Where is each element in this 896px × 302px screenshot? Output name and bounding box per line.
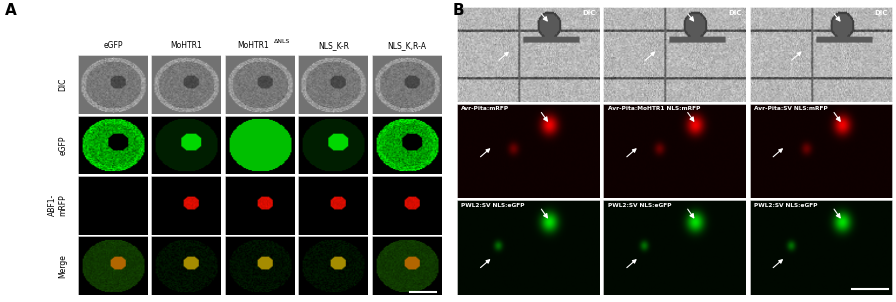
Text: ABF1-
mRFP: ABF1- mRFP xyxy=(47,194,67,217)
Text: eGFP: eGFP xyxy=(103,41,123,50)
Text: NLS_K-R: NLS_K-R xyxy=(318,41,349,50)
Text: PWL2:SV NLS:eGFP: PWL2:SV NLS:eGFP xyxy=(607,203,671,208)
Text: A: A xyxy=(4,3,16,18)
Text: ΔNLS: ΔNLS xyxy=(274,39,290,44)
Text: NLS_K,R-A: NLS_K,R-A xyxy=(387,41,426,50)
Text: MoHTR1: MoHTR1 xyxy=(237,41,269,50)
Text: B: B xyxy=(452,3,464,18)
Text: Avr-Pita:SV NLS:mRFP: Avr-Pita:SV NLS:mRFP xyxy=(754,106,828,111)
Text: Merge: Merge xyxy=(58,254,67,278)
Text: DIC: DIC xyxy=(58,78,67,91)
Text: DIC: DIC xyxy=(728,10,742,16)
Text: Avr-Pita:mRFP: Avr-Pita:mRFP xyxy=(461,106,509,111)
Text: eGFP: eGFP xyxy=(58,135,67,155)
Text: MoHTR1: MoHTR1 xyxy=(170,41,202,50)
Text: PWL2:SV NLS:eGFP: PWL2:SV NLS:eGFP xyxy=(461,203,525,208)
Text: Avr-Pita:MoHTR1 NLS:mRFP: Avr-Pita:MoHTR1 NLS:mRFP xyxy=(607,106,700,111)
Text: DIC: DIC xyxy=(874,10,888,16)
Text: PWL2:SV NLS:eGFP: PWL2:SV NLS:eGFP xyxy=(754,203,817,208)
Text: DIC: DIC xyxy=(582,10,596,16)
